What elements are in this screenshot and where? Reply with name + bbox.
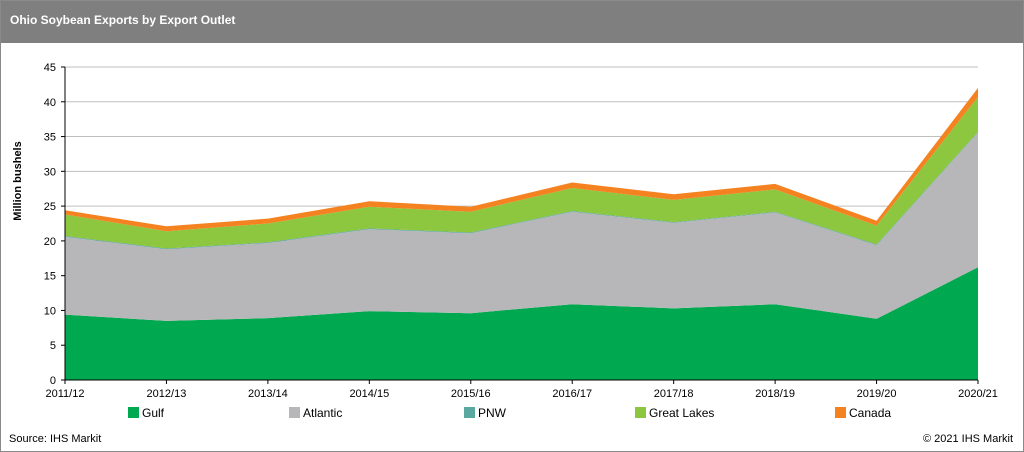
x-tick-label: 2014/15	[349, 388, 389, 400]
legend-swatch-great-lakes	[635, 407, 646, 418]
legend-swatch-canada	[835, 407, 846, 418]
y-tick-label: 25	[44, 201, 56, 213]
chart-title: Ohio Soybean Exports by Export Outlet	[10, 13, 236, 27]
x-tick-label: 2020/21	[958, 388, 998, 400]
legend-swatch-pnw	[464, 407, 475, 418]
x-tick-label: 2011/12	[46, 388, 85, 400]
y-tick-label: 45	[44, 62, 56, 74]
y-axis-label: Million bushels	[12, 141, 24, 220]
legend-label: Great Lakes	[649, 406, 714, 420]
x-tick-label: 2013/14	[248, 388, 288, 400]
legend-label: Canada	[849, 406, 891, 420]
x-tick-label: 2015/16	[451, 388, 491, 400]
legend-swatch-atlantic	[289, 407, 300, 418]
chart-header: Ohio Soybean Exports by Export Outlet	[1, 1, 1023, 43]
y-tick-label: 15	[44, 271, 56, 283]
y-tick-label: 35	[44, 132, 56, 144]
area-great-lakes	[65, 96, 978, 249]
axes: 0 5 10 15 20 25 30 35 40 45 2011/12 2012/13 2013/14 2…	[44, 62, 998, 400]
x-tick-label: 2018/19	[755, 388, 795, 400]
source-note: Source: IHS Markit	[9, 433, 102, 445]
area-gulf	[65, 267, 978, 380]
x-tick-label: 2016/17	[552, 388, 592, 400]
y-tick-label: 10	[44, 305, 56, 317]
stacked-areas	[65, 87, 978, 380]
legend-label: Gulf	[142, 406, 165, 420]
area-atlantic	[65, 132, 978, 321]
legend-label: PNW	[478, 406, 507, 420]
legend-swatch-gulf	[128, 407, 139, 418]
legend: Gulf Atlantic PNW Great Lakes Canada	[128, 406, 891, 420]
y-tick-label: 40	[44, 97, 56, 109]
x-tick-label: 2019/20	[857, 388, 897, 400]
y-tick-label: 5	[50, 340, 56, 352]
y-tick-label: 30	[44, 166, 56, 178]
y-tick-label: 20	[44, 236, 56, 248]
x-tick-label: 2012/13	[147, 388, 187, 400]
copyright-note: © 2021 IHS Markit	[922, 433, 1013, 445]
y-tick-label: 0	[50, 375, 56, 387]
x-tick-label: 2017/18	[654, 388, 694, 400]
legend-label: Atlantic	[303, 406, 342, 420]
